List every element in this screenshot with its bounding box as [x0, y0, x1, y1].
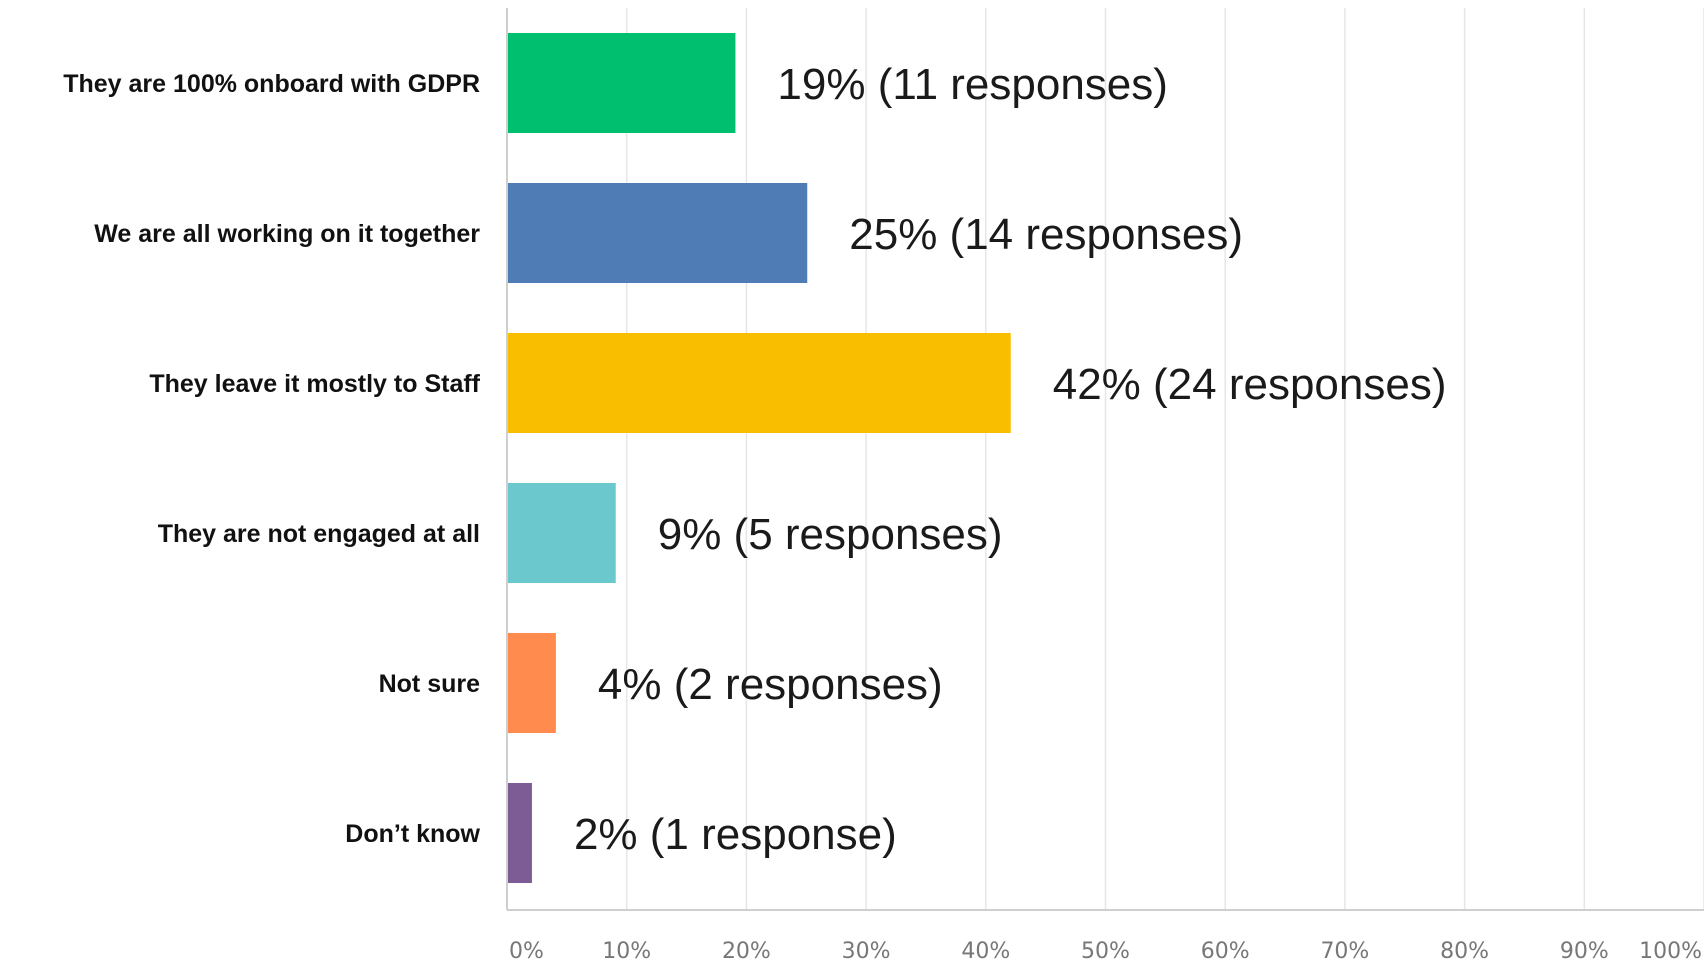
x-tick-label: 50%: [1081, 939, 1130, 964]
x-tick-label: 90%: [1560, 939, 1609, 964]
bar: [508, 33, 736, 133]
data-label: 9% (5 responses): [658, 510, 1003, 559]
gridlines: [625, 8, 1704, 910]
data-label: 42% (24 responses): [1053, 360, 1447, 409]
x-tick-label: 20%: [722, 939, 771, 964]
category-label: They are 100% onboard with GDPR: [63, 70, 480, 98]
x-tick-label: 30%: [842, 939, 891, 964]
x-tick-label: 0%: [509, 939, 544, 964]
bar: [508, 633, 556, 733]
x-tick-label: 10%: [602, 939, 651, 964]
category-labels: They are 100% onboard with GDPR We are al…: [63, 70, 480, 848]
data-label: 4% (2 responses): [598, 660, 943, 709]
category-label: They are not engaged at all: [158, 520, 480, 548]
x-tick-label: 60%: [1201, 939, 1250, 964]
bar: [508, 183, 808, 283]
category-label: We are all working on it together: [94, 220, 480, 248]
x-tick-label: 80%: [1440, 939, 1489, 964]
data-label: 2% (1 response): [574, 810, 897, 859]
bar: [508, 483, 616, 583]
data-labels: 19% (11 responses) 25% (14 responses) 42% …: [574, 60, 1447, 859]
x-tick-label: 100%: [1639, 939, 1702, 964]
x-tick-label: 40%: [961, 939, 1010, 964]
category-label: Don’t know: [345, 820, 480, 848]
bars: [508, 33, 1011, 883]
data-label: 19% (11 responses): [777, 60, 1167, 109]
category-label: Not sure: [379, 670, 481, 698]
bar: [508, 783, 532, 883]
bar: [508, 333, 1011, 433]
data-label: 25% (14 responses): [849, 210, 1243, 259]
x-tick-labels: 0% 10% 20% 30% 40% 50% 60% 70% 80% 90% 100%: [509, 939, 1702, 964]
x-tick-label: 70%: [1320, 939, 1369, 964]
category-label: They leave it mostly to Staff: [149, 370, 480, 398]
